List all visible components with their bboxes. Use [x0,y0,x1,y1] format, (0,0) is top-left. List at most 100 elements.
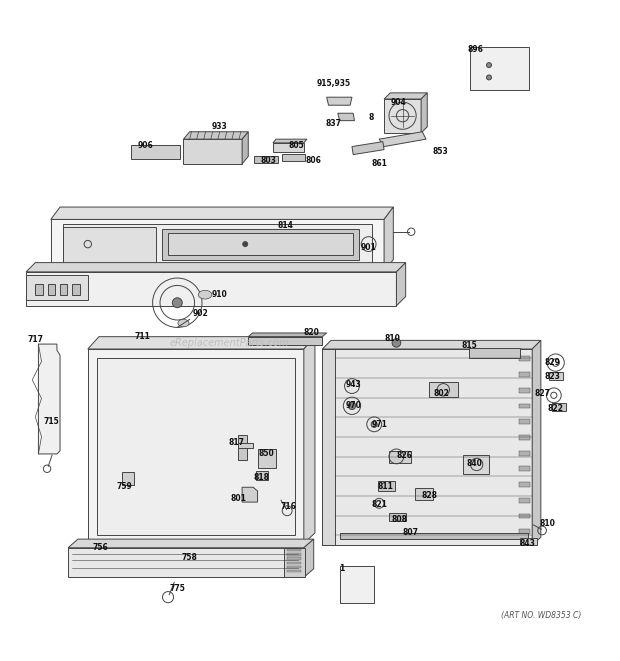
Ellipse shape [178,319,189,327]
Text: 8: 8 [368,113,373,122]
Text: 933: 933 [211,122,227,132]
Polygon shape [322,340,541,349]
Text: 801: 801 [231,494,247,503]
Bar [60,284,68,295]
Polygon shape [389,451,411,463]
Bar [518,419,529,424]
Polygon shape [322,349,532,545]
Polygon shape [97,358,295,535]
Text: (ART NO. WD8353 C): (ART NO. WD8353 C) [502,611,582,620]
Polygon shape [254,156,278,163]
Text: 904: 904 [390,98,406,106]
Circle shape [392,338,401,347]
Polygon shape [255,471,268,480]
Circle shape [242,242,247,247]
Text: 843: 843 [520,539,536,548]
Text: 971: 971 [372,420,388,429]
Bar [286,570,301,572]
Polygon shape [184,139,242,164]
Bar [518,356,529,362]
Text: 803: 803 [260,156,277,165]
Text: 775: 775 [169,584,185,593]
Circle shape [371,421,378,428]
Text: 805: 805 [288,141,304,150]
Bar [518,372,529,377]
Text: 821: 821 [372,500,388,509]
Polygon shape [131,145,180,159]
Bar [286,562,301,564]
Bar [286,549,301,551]
Text: 758: 758 [182,553,198,562]
Polygon shape [396,262,405,306]
Polygon shape [273,139,307,143]
Bar [518,404,529,408]
Text: 853: 853 [432,147,448,156]
Polygon shape [273,143,304,151]
Bar [73,284,80,295]
Polygon shape [38,344,60,454]
Text: 943: 943 [346,379,361,389]
Bar [518,451,529,455]
Text: 1: 1 [340,564,345,572]
Circle shape [487,75,492,80]
Polygon shape [552,403,565,410]
Text: 840: 840 [467,459,482,468]
Polygon shape [389,513,406,521]
Polygon shape [304,336,322,345]
Polygon shape [257,449,276,467]
Polygon shape [63,224,372,266]
Bar [518,388,529,393]
Polygon shape [239,443,253,447]
Polygon shape [239,436,247,460]
Polygon shape [26,275,88,299]
Text: 896: 896 [467,45,483,54]
Text: 970: 970 [346,401,361,410]
Polygon shape [122,473,134,485]
Text: 827: 827 [534,389,551,398]
Polygon shape [415,488,433,500]
Circle shape [348,402,356,410]
Text: 810: 810 [384,334,400,343]
Polygon shape [168,233,353,255]
Bar [286,566,301,568]
Text: 910: 910 [211,290,227,299]
Text: 810: 810 [539,519,556,527]
Polygon shape [162,229,360,260]
Text: 717: 717 [27,334,43,344]
Polygon shape [68,548,304,578]
Polygon shape [322,349,335,545]
Polygon shape [338,113,355,121]
Polygon shape [384,99,421,133]
Bar [48,284,55,295]
Polygon shape [352,141,384,155]
Polygon shape [463,455,489,474]
Polygon shape [304,539,314,578]
Polygon shape [51,219,384,272]
Text: 829: 829 [544,358,560,367]
Polygon shape [248,336,322,345]
Text: 807: 807 [402,528,418,537]
Polygon shape [304,336,315,543]
Text: 815: 815 [461,341,477,350]
Text: 828: 828 [421,491,437,500]
Ellipse shape [198,290,212,299]
Text: 759: 759 [116,482,132,490]
Bar [518,482,529,487]
Text: 906: 906 [137,141,153,150]
Polygon shape [242,132,248,164]
Polygon shape [428,382,458,397]
Polygon shape [340,566,374,603]
Polygon shape [327,97,352,105]
Polygon shape [88,349,304,543]
Polygon shape [421,93,427,133]
Polygon shape [281,154,305,161]
Bar [518,467,529,471]
Text: 806: 806 [305,156,321,165]
Polygon shape [26,262,405,272]
Polygon shape [384,207,393,272]
Text: eReplacementParts.com: eReplacementParts.com [170,338,290,348]
Circle shape [172,298,182,307]
Text: 808: 808 [391,515,407,524]
Bar [518,514,529,518]
Text: 820: 820 [304,328,320,337]
